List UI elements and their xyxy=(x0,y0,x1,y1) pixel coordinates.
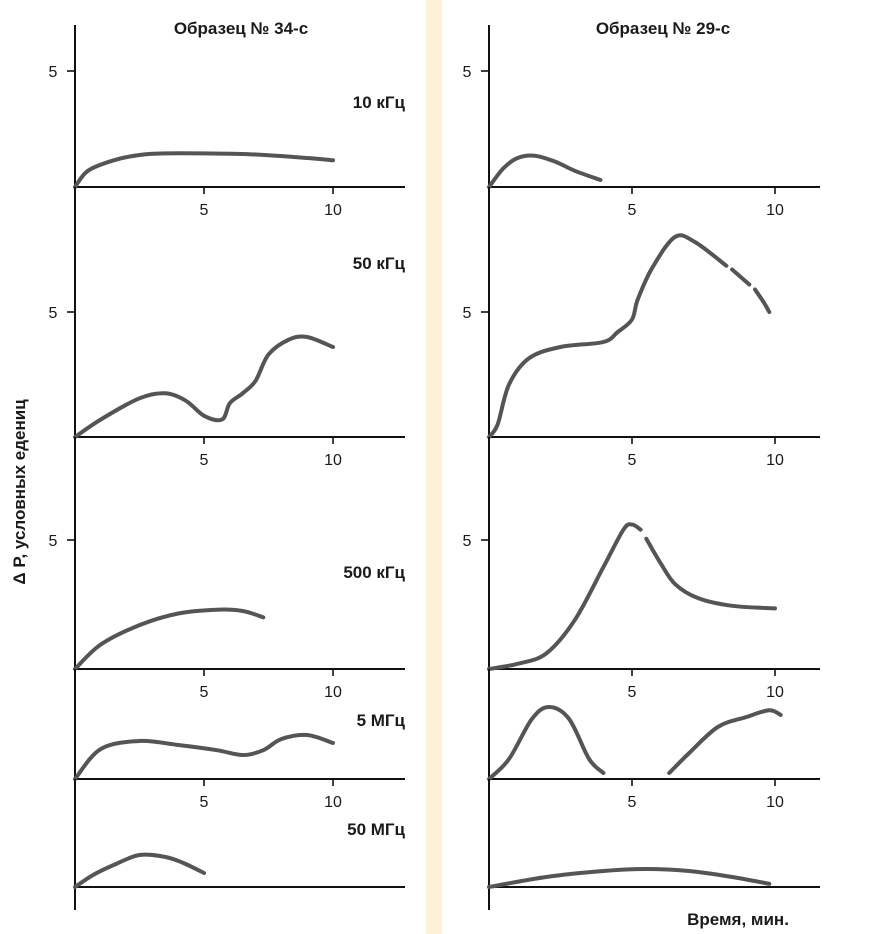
left-plot-2-curve xyxy=(73,334,335,439)
right-plot-1-x-tick-label-5: 5 xyxy=(628,202,637,219)
left-plot-2-x-tick-label-10: 10 xyxy=(324,452,342,469)
plots-group: 5 5 10 10 кГц 5 5 10 5 5 10 50 кГц 5 5 10 5 5 10 500 кГц 5… xyxy=(49,25,820,910)
right-plot-4-x-tick-label-10: 10 xyxy=(766,794,784,811)
left-plot-1-x-tick-label-5: 5 xyxy=(200,202,209,219)
right-plot-4-curve-segment-2 xyxy=(667,708,783,775)
left-plot-4-x-tick-label-5: 5 xyxy=(200,794,209,811)
left-plot-1-frequency-label: 10 кГц xyxy=(353,93,406,112)
right-plot-3-curve-segment-1 xyxy=(487,522,643,671)
left-plot-4-x-tick-label-10: 10 xyxy=(324,794,342,811)
left-plot-3-curve xyxy=(73,607,266,671)
left-plot-1-y-tick-label-5: 5 xyxy=(49,64,58,81)
right-plot-2-x-tick-label-10: 10 xyxy=(766,452,784,469)
right-plot-5-curve xyxy=(487,867,772,889)
right-plot-3-y-tick-label-5: 5 xyxy=(463,533,472,550)
right-plot-2-x-tick-label-5: 5 xyxy=(628,452,637,469)
right-plot-3-curve-segment-2 xyxy=(644,536,777,611)
left-plot-5-curve xyxy=(73,852,206,889)
left-plot-3-x-tick-label-5: 5 xyxy=(200,684,209,701)
right-plot-1-y-tick-label-5: 5 xyxy=(463,64,472,81)
x-axis-label: Время, мин. xyxy=(687,910,789,929)
left-plot-4-frequency-label: 5 МГц xyxy=(357,711,406,730)
left-panel-title: Образец № 34-с xyxy=(174,19,308,38)
left-plot-2-x-tick-label-5: 5 xyxy=(200,452,209,469)
left-plot-2-frequency-label: 50 кГц xyxy=(353,254,406,273)
y-axis-label: Δ P, условных едениц xyxy=(10,399,29,585)
right-panel-title: Образец № 29-с xyxy=(596,19,730,38)
right-plot-2-curve-segment-2 xyxy=(730,267,752,287)
left-plot-1-curve xyxy=(73,151,335,189)
right-plot-3-x-tick-label-5: 5 xyxy=(628,684,637,701)
right-plot-1-x-tick-label-10: 10 xyxy=(766,202,784,219)
left-plot-3-frequency-label: 500 кГц xyxy=(343,563,405,582)
left-plot-5-frequency-label: 50 МГц xyxy=(347,820,405,839)
panel-divider xyxy=(426,0,442,934)
left-plot-1-x-tick-label-10: 10 xyxy=(324,202,342,219)
right-plot-2-curve-segment-1 xyxy=(487,233,729,439)
left-plot-2-y-tick-label-5: 5 xyxy=(49,305,58,322)
right-plot-2-curve-segment-3 xyxy=(753,287,772,314)
left-plot-4-curve xyxy=(73,732,335,781)
right-plot-4-curve-segment-1 xyxy=(487,705,606,781)
left-plot-3-y-tick-label-5: 5 xyxy=(49,533,58,550)
left-plot-3-x-tick-label-10: 10 xyxy=(324,684,342,701)
right-plot-4-x-tick-label-5: 5 xyxy=(628,794,637,811)
right-plot-1-curve xyxy=(487,153,603,189)
right-plot-2-y-tick-label-5: 5 xyxy=(463,305,472,322)
right-plot-3-x-tick-label-10: 10 xyxy=(766,684,784,701)
